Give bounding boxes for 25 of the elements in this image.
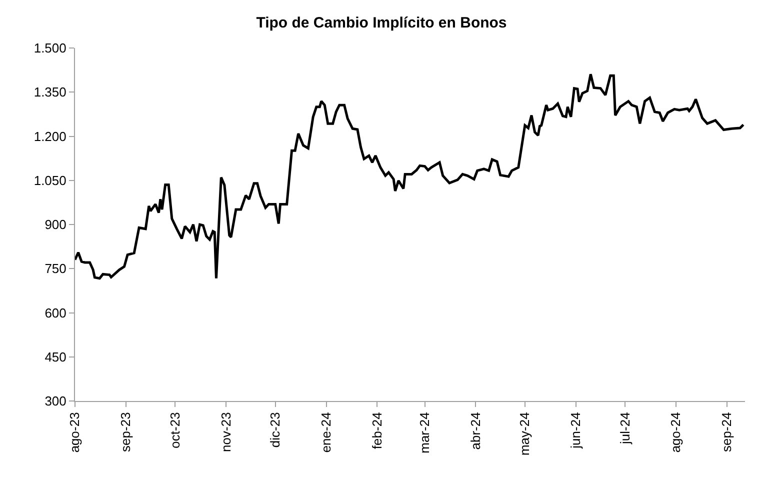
y-tick-label: 450 [44, 349, 66, 364]
chart-title: Tipo de Cambio Implícito en Bonos [256, 14, 507, 32]
y-tick-label: 600 [44, 305, 66, 320]
line-series [75, 72, 745, 280]
x-tick-label: sep-23 [118, 412, 134, 452]
y-tick-label: 750 [44, 261, 66, 276]
x-tick-label: mar-24 [417, 412, 432, 454]
x-tick-label: ago-23 [67, 412, 82, 453]
y-tick-label: 900 [44, 217, 66, 232]
x-tick-label: ago-24 [668, 412, 684, 453]
x-tick-label: abr-24 [468, 412, 483, 450]
x-tick-label: feb-24 [369, 412, 384, 450]
x-tick-label: nov-23 [218, 412, 234, 452]
y-tick-label: 1.200 [34, 128, 66, 144]
y-tick-label: 1.500 [34, 40, 66, 56]
y-tick-label: 1.050 [34, 172, 66, 188]
y-tick-label: 300 [44, 394, 66, 409]
x-tick-label: jun-24 [568, 412, 584, 450]
x-tick-label: ene-24 [318, 412, 334, 453]
x-tick-label: may-24 [517, 412, 532, 456]
y-tick-label: 1.350 [34, 84, 66, 100]
x-tick-label: oct-23 [167, 412, 182, 448]
x-tick-label: dic-23 [268, 412, 283, 448]
x-tick-label: sep-24 [719, 412, 734, 452]
x-tick-label: jul-24 [617, 412, 632, 445]
